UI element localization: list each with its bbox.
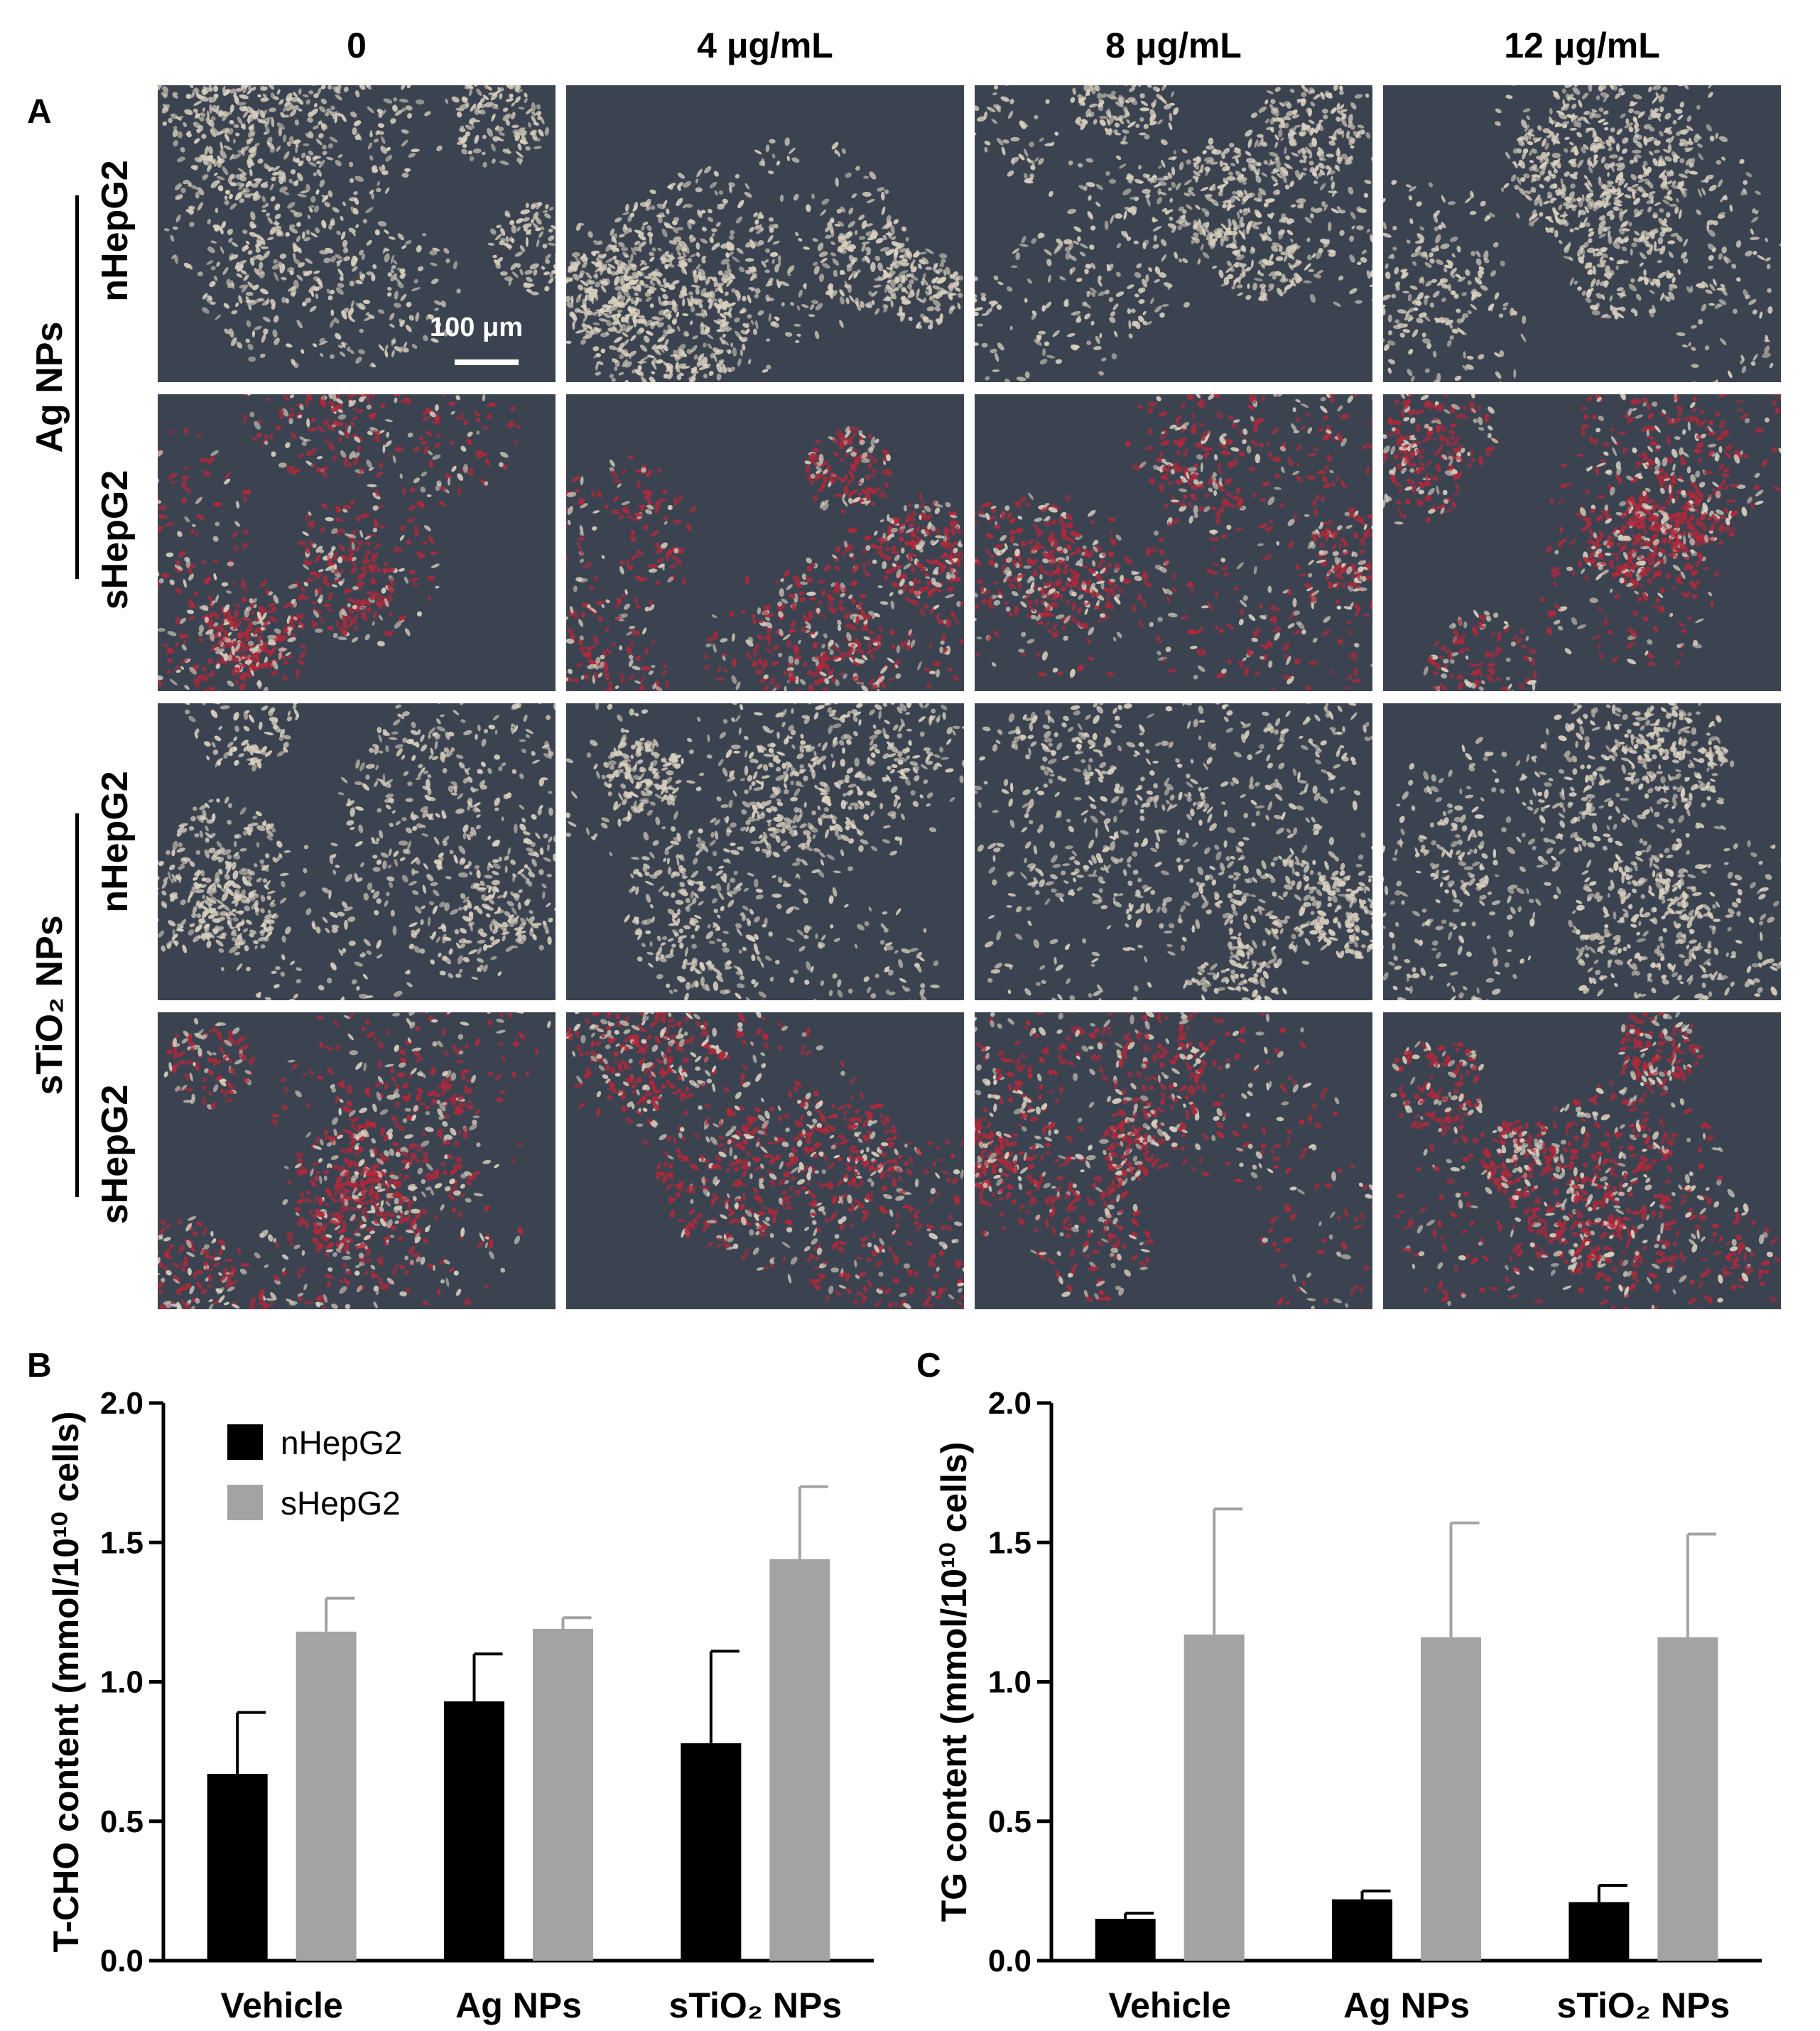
y-axis-label: T-CHO content (mmol/10¹⁰ cells) — [46, 1412, 86, 1953]
scale-bar-label: 100 μm — [430, 313, 523, 342]
bar — [681, 1743, 742, 1961]
group-divider-stio2 — [75, 813, 79, 1197]
micrograph — [1383, 703, 1781, 1000]
bar — [207, 1774, 268, 1961]
legend-label: sHepG2 — [281, 1485, 401, 1522]
y-tick-label: 0.0 — [100, 1944, 143, 1978]
micrograph — [158, 394, 556, 691]
chart-c-plot: 0.0 0.5 1.0 1.5 2.0 TG content (mmol/10¹⁰ cel… — [934, 1386, 1762, 2025]
y-tick-label: 1.0 — [988, 1665, 1031, 1700]
concentration-header-0: 0 — [347, 26, 367, 65]
bar — [1183, 1634, 1245, 1961]
micrograph — [1383, 1012, 1781, 1309]
micrograph — [566, 1012, 964, 1309]
bar — [296, 1631, 357, 1961]
legend-swatch — [227, 1485, 263, 1520]
bar — [1095, 1919, 1156, 1961]
concentration-header-8: 8 μg/mL — [1105, 26, 1242, 65]
concentration-header-12: 12 μg/mL — [1504, 26, 1660, 65]
y-tick-label: 0.0 — [988, 1944, 1031, 1978]
micrograph — [975, 703, 1372, 1000]
micrograph — [975, 394, 1372, 691]
micrograph — [566, 703, 964, 1000]
category-label: sTiO₂ NPs — [669, 1986, 843, 2025]
bar — [769, 1559, 830, 1961]
category-label: Ag NPs — [455, 1986, 582, 2025]
bar — [1657, 1637, 1718, 1961]
bar — [1421, 1637, 1481, 1961]
chart-b-plot: 0.0 0.5 1.0 1.5 2.0 T-CHO content (mmol/10¹⁰ … — [46, 1386, 874, 2025]
bar — [1569, 1902, 1630, 1961]
micrograph — [158, 1012, 556, 1309]
panel-letter-a: A — [27, 93, 52, 131]
micrograph — [158, 703, 556, 1000]
micrograph — [975, 85, 1372, 382]
micrograph — [1383, 85, 1781, 382]
y-tick-label: 1.0 — [100, 1665, 143, 1700]
category-label: Vehicle — [1108, 1986, 1230, 2025]
group-divider-ag — [75, 195, 79, 579]
legend-swatch — [227, 1424, 263, 1460]
y-tick-label: 1.5 — [100, 1525, 143, 1560]
y-tick-label: 2.0 — [988, 1386, 1031, 1421]
concentration-header-4: 4 μg/mL — [697, 26, 833, 65]
bar — [533, 1628, 593, 1961]
category-label: Ag NPs — [1343, 1986, 1470, 2025]
bar — [444, 1701, 504, 1961]
micrograph — [566, 394, 964, 691]
category-label: Vehicle — [220, 1986, 342, 2025]
bar — [1332, 1899, 1392, 1961]
y-tick-label: 0.5 — [100, 1804, 143, 1839]
micrograph — [566, 85, 964, 382]
y-tick-label: 1.5 — [988, 1525, 1031, 1560]
panel-letter-b: B — [27, 1347, 52, 1385]
legend-label: nHepG2 — [281, 1424, 402, 1461]
y-axis-label: TG content (mmol/10¹⁰ cells) — [934, 1442, 974, 1922]
micrograph — [975, 1012, 1372, 1309]
scale-bar — [455, 359, 519, 365]
micrograph — [158, 85, 556, 382]
panel-letter-c: C — [916, 1347, 941, 1385]
category-label: sTiO₂ NPs — [1557, 1986, 1730, 2025]
y-tick-label: 0.5 — [988, 1804, 1031, 1839]
y-tick-label: 2.0 — [100, 1386, 143, 1421]
micrograph — [1383, 394, 1781, 691]
